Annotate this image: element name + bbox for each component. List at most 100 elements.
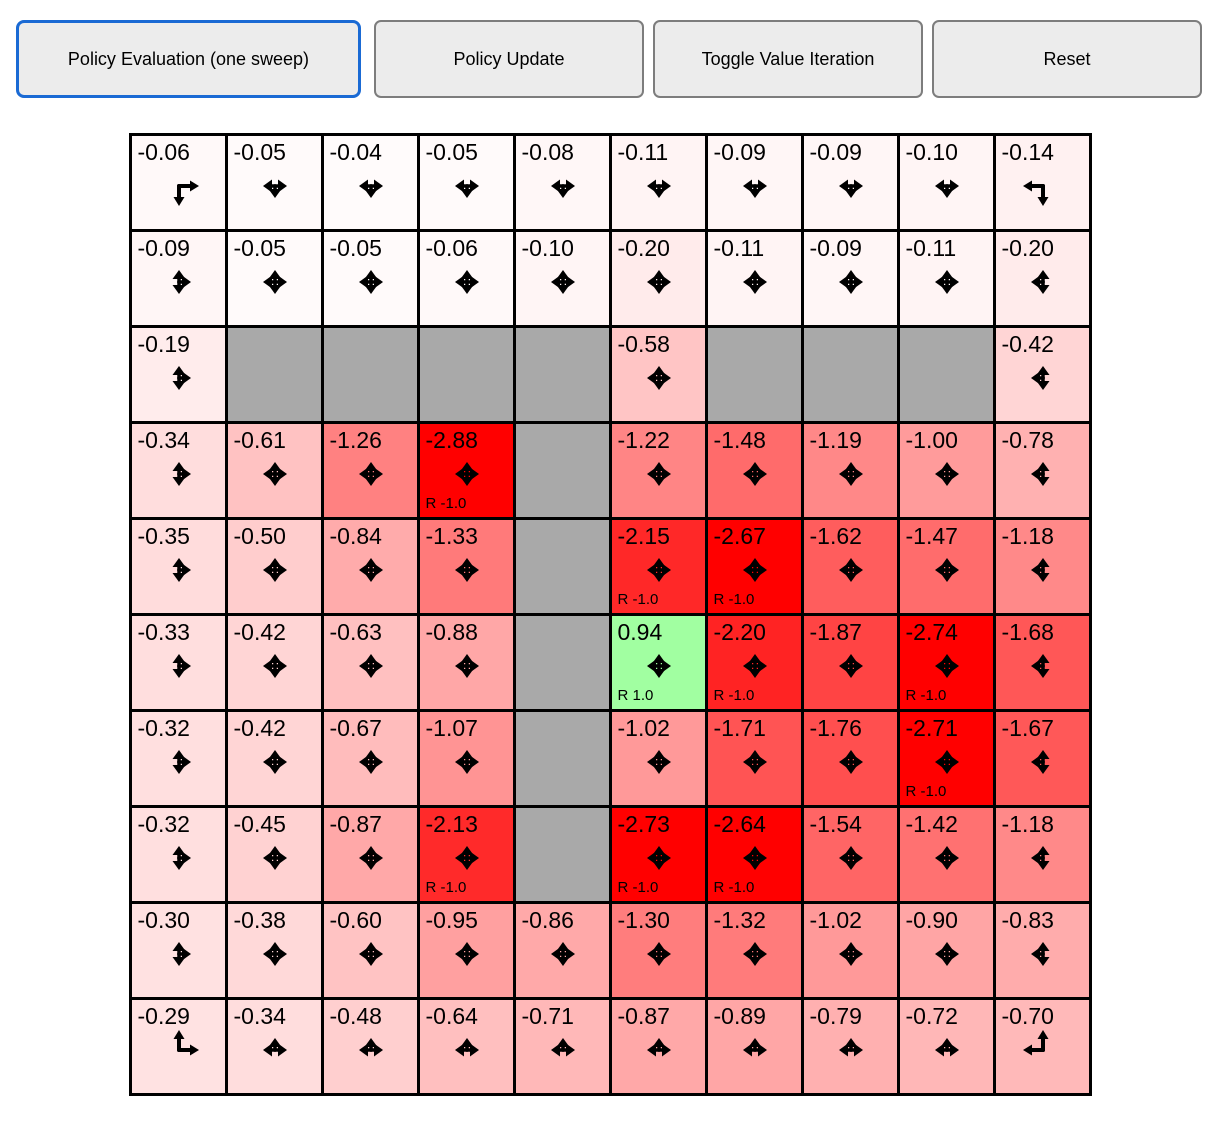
grid-cell[interactable]: -1.42 [899,808,996,904]
grid-cell[interactable]: -0.05 [227,232,324,328]
grid-cell[interactable]: -0.11 [707,232,804,328]
grid-cell[interactable]: -1.18 [995,520,1092,616]
grid-cell[interactable]: -1.68 [995,616,1092,712]
state-value: -0.10 [905,139,958,165]
grid-cell[interactable]: -0.09 [707,136,804,232]
grid-cell[interactable]: -1.30 [611,904,708,1000]
grid-cell[interactable]: -1.18 [995,808,1092,904]
grid-cell[interactable]: -0.19 [131,328,228,424]
wall-cell [515,520,612,616]
grid-cell[interactable]: -1.07 [419,712,516,808]
grid-cell[interactable]: -0.10 [515,232,612,328]
grid-cell[interactable]: -0.58 [611,328,708,424]
grid-cell[interactable]: -0.14 [995,136,1092,232]
grid-cell[interactable]: -1.02 [611,712,708,808]
grid-cell[interactable]: -1.54 [803,808,900,904]
grid-cell[interactable]: -0.42 [995,328,1092,424]
grid-cell[interactable]: -0.10 [899,136,996,232]
grid-cell[interactable]: -1.47 [899,520,996,616]
grid-cell[interactable]: -2.74 R -1.0 [899,616,996,712]
grid-cell[interactable]: -0.50 [227,520,324,616]
grid-cell[interactable]: -0.20 [995,232,1092,328]
grid-cell[interactable]: -0.06 [419,232,516,328]
grid-cell[interactable]: -1.87 [803,616,900,712]
grid-cell[interactable]: -0.32 [131,808,228,904]
state-value: -1.62 [809,523,862,549]
grid-cell[interactable]: -0.63 [323,616,420,712]
grid-cell[interactable]: -1.62 [803,520,900,616]
grid-cell[interactable]: -1.67 [995,712,1092,808]
grid-cell[interactable]: -0.61 [227,424,324,520]
grid-cell[interactable]: 0.94 R 1.0 [611,616,708,712]
reset-button[interactable]: Reset [932,20,1202,98]
state-value: -1.48 [713,427,766,453]
grid-cell[interactable]: -2.13 R -1.0 [419,808,516,904]
grid-cell[interactable]: -0.64 [419,1000,516,1096]
toggle-value-iteration-button[interactable]: Toggle Value Iteration [653,20,923,98]
grid-cell[interactable]: -0.20 [611,232,708,328]
grid-cell[interactable]: -0.38 [227,904,324,1000]
grid-cell[interactable]: -0.95 [419,904,516,1000]
grid-cell[interactable]: -0.72 [899,1000,996,1096]
grid-cell[interactable]: -1.02 [803,904,900,1000]
grid-cell[interactable]: -0.60 [323,904,420,1000]
grid-cell[interactable]: -0.32 [131,712,228,808]
state-value: -0.48 [329,1003,382,1029]
grid-cell[interactable]: -2.20 R -1.0 [707,616,804,712]
grid-cell[interactable]: -0.34 [227,1000,324,1096]
grid-cell[interactable]: -0.08 [515,136,612,232]
grid-cell[interactable]: -0.05 [419,136,516,232]
grid-cell[interactable]: -1.33 [419,520,516,616]
grid-cell[interactable]: -0.33 [131,616,228,712]
grid-cell[interactable]: -1.00 [899,424,996,520]
grid-cell[interactable]: -1.22 [611,424,708,520]
grid-cell[interactable]: -0.89 [707,1000,804,1096]
grid-cell[interactable]: -0.09 [803,232,900,328]
grid-cell[interactable]: -0.79 [803,1000,900,1096]
grid-cell[interactable]: -0.05 [227,136,324,232]
grid-cell[interactable]: -0.09 [803,136,900,232]
policy-update-button[interactable]: Policy Update [374,20,644,98]
grid-cell[interactable]: -0.48 [323,1000,420,1096]
grid-cell[interactable]: -0.78 [995,424,1092,520]
state-value: -0.09 [137,235,190,261]
grid-cell[interactable]: -0.88 [419,616,516,712]
grid-cell[interactable]: -1.76 [803,712,900,808]
grid-cell[interactable]: -1.71 [707,712,804,808]
grid-cell[interactable]: -0.04 [323,136,420,232]
grid-cell[interactable]: -0.87 [323,808,420,904]
grid-cell[interactable]: -0.35 [131,520,228,616]
grid-cell[interactable]: -0.87 [611,1000,708,1096]
grid-cell[interactable]: -0.67 [323,712,420,808]
grid-cell[interactable]: -0.34 [131,424,228,520]
grid-cell[interactable]: -0.84 [323,520,420,616]
grid-cell[interactable]: -0.83 [995,904,1092,1000]
state-value: -0.89 [713,1003,766,1029]
grid-cell[interactable]: -2.73 R -1.0 [611,808,708,904]
state-value: -1.67 [1001,715,1054,741]
grid-cell[interactable]: -2.64 R -1.0 [707,808,804,904]
grid-cell[interactable]: -0.11 [611,136,708,232]
grid-cell[interactable]: -0.45 [227,808,324,904]
grid-cell[interactable]: -0.86 [515,904,612,1000]
grid-cell[interactable]: -0.71 [515,1000,612,1096]
grid-cell[interactable]: -0.11 [899,232,996,328]
grid-cell[interactable]: -1.26 [323,424,420,520]
grid-cell[interactable]: -0.05 [323,232,420,328]
grid-cell[interactable]: -0.90 [899,904,996,1000]
grid-cell[interactable]: -0.09 [131,232,228,328]
grid-cell[interactable]: -2.15 R -1.0 [611,520,708,616]
grid-cell[interactable]: -2.71 R -1.0 [899,712,996,808]
grid-cell[interactable]: -1.48 [707,424,804,520]
grid-cell[interactable]: -1.32 [707,904,804,1000]
grid-cell[interactable]: -0.06 [131,136,228,232]
grid-cell[interactable]: -0.42 [227,712,324,808]
grid-cell[interactable]: -0.70 [995,1000,1092,1096]
grid-cell[interactable]: -2.88 R -1.0 [419,424,516,520]
grid-cell[interactable]: -2.67 R -1.0 [707,520,804,616]
grid-cell[interactable]: -0.42 [227,616,324,712]
grid-cell[interactable]: -0.30 [131,904,228,1000]
policy-evaluation-button[interactable]: Policy Evaluation (one sweep) [16,20,361,98]
grid-cell[interactable]: -0.29 [131,1000,228,1096]
grid-cell[interactable]: -1.19 [803,424,900,520]
